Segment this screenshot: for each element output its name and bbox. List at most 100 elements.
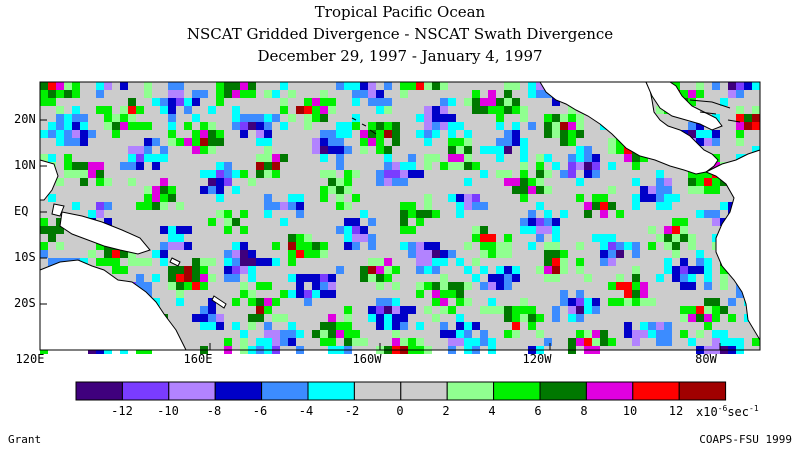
field-cell <box>296 210 304 218</box>
colorbar-swatch <box>75 381 123 401</box>
field-cell <box>624 298 632 306</box>
field-cell <box>464 322 472 330</box>
field-cell <box>56 106 64 114</box>
colorbar-tick: 0 <box>396 404 404 418</box>
field-cell <box>288 114 296 122</box>
field-cell <box>88 250 96 258</box>
field-cell <box>672 266 680 274</box>
field-cell <box>352 98 360 106</box>
field-cell <box>464 130 472 138</box>
field-cell <box>632 282 640 290</box>
field-cell <box>136 274 144 282</box>
field-cell <box>272 202 280 210</box>
field-cell <box>280 290 288 298</box>
field-cell <box>336 266 344 274</box>
field-cell <box>504 82 512 90</box>
field-cell <box>144 282 152 290</box>
field-cell <box>672 194 680 202</box>
field-cell <box>672 226 680 234</box>
field-cell <box>320 186 328 194</box>
field-cell <box>104 258 112 266</box>
field-cell <box>720 306 728 314</box>
field-cell <box>344 314 352 322</box>
field-cell <box>312 330 320 338</box>
field-cell <box>408 154 416 162</box>
field-cell <box>384 274 392 282</box>
field-cell <box>72 202 80 210</box>
field-cell <box>448 338 456 346</box>
field-cell <box>432 82 440 90</box>
field-cell <box>752 106 760 114</box>
field-cell <box>120 250 128 258</box>
field-cell <box>328 322 336 330</box>
field-cell <box>472 90 480 98</box>
field-cell <box>552 130 560 138</box>
field-cell <box>288 90 296 98</box>
field-cell <box>216 170 224 178</box>
field-cell <box>280 122 288 130</box>
field-cell <box>192 266 200 274</box>
field-cell <box>200 138 208 146</box>
field-cell <box>520 186 528 194</box>
field-cell <box>320 290 328 298</box>
field-cell <box>368 130 376 138</box>
field-cell <box>440 250 448 258</box>
field-cell <box>376 266 384 274</box>
field-cell <box>168 138 176 146</box>
field-cell <box>504 250 512 258</box>
field-cell <box>720 274 728 282</box>
field-cell <box>376 138 384 146</box>
field-cell <box>624 290 632 298</box>
field-cell <box>248 274 256 282</box>
field-cell <box>208 186 216 194</box>
field-cell <box>392 330 400 338</box>
field-cell <box>440 298 448 306</box>
field-cell <box>208 170 216 178</box>
field-cell <box>296 290 304 298</box>
field-cell <box>176 290 184 298</box>
field-cell <box>520 298 528 306</box>
field-cell <box>128 250 136 258</box>
field-cell <box>80 130 88 138</box>
field-cell <box>272 314 280 322</box>
field-cell <box>336 122 344 130</box>
field-cell <box>192 90 200 98</box>
field-cell <box>216 186 224 194</box>
field-cell <box>424 194 432 202</box>
field-cell <box>416 210 424 218</box>
field-cell <box>104 202 112 210</box>
field-cell <box>512 106 520 114</box>
field-cell <box>400 218 408 226</box>
field-cell <box>168 274 176 282</box>
field-cell <box>400 322 408 330</box>
field-cell <box>176 98 184 106</box>
field-cell <box>296 202 304 210</box>
field-cell <box>320 338 328 346</box>
field-cell <box>384 178 392 186</box>
field-cell <box>344 330 352 338</box>
field-cell <box>152 194 160 202</box>
field-cell <box>672 218 680 226</box>
field-cell <box>400 162 408 170</box>
field-cell <box>168 98 176 106</box>
field-cell <box>224 218 232 226</box>
field-cell <box>136 162 144 170</box>
field-cell <box>512 314 520 322</box>
field-cell <box>696 82 704 90</box>
field-cell <box>400 82 408 90</box>
field-cell <box>232 274 240 282</box>
field-cell <box>88 130 96 138</box>
field-cell <box>336 178 344 186</box>
field-cell <box>96 106 104 114</box>
field-cell <box>128 122 136 130</box>
field-cell <box>584 202 592 210</box>
field-cell <box>576 114 584 122</box>
field-cell <box>344 322 352 330</box>
field-cell <box>552 162 560 170</box>
field-cell <box>232 186 240 194</box>
field-cell <box>480 338 488 346</box>
field-cell <box>392 162 400 170</box>
field-cell <box>424 242 432 250</box>
field-cell <box>648 226 656 234</box>
land-australia <box>39 259 187 351</box>
